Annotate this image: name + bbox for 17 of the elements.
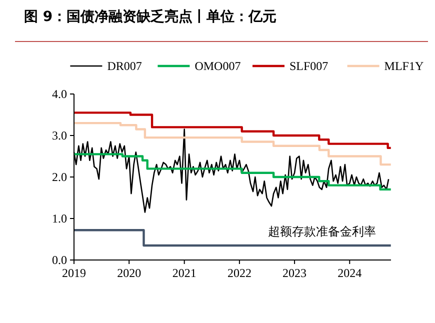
legend-label: OMO007 [194, 59, 241, 73]
y-tick-label: 4.0 [52, 87, 67, 101]
legend-label: DR007 [107, 59, 142, 73]
x-tick-label: 2023 [282, 266, 307, 280]
x-tick-label: 2021 [172, 266, 196, 280]
x-tick-label: 2022 [227, 266, 252, 280]
annotation: 超额存款准备金利率 [268, 224, 376, 238]
legend-label: SLF007 [290, 59, 328, 73]
x-tick-label: 2024 [338, 266, 362, 280]
chart-title: 图 9：国债净融资缺乏亮点丨单位：亿元 [24, 8, 277, 25]
y-tick-label: 3.0 [52, 128, 67, 142]
legend-label: MLF1Y [384, 59, 424, 73]
y-tick-label: 1.0 [52, 212, 67, 226]
y-tick-label: 0.0 [52, 253, 67, 267]
x-tick-label: 2019 [62, 266, 86, 280]
x-tick-label: 2020 [117, 266, 142, 280]
y-tick-label: 2.0 [52, 170, 67, 184]
